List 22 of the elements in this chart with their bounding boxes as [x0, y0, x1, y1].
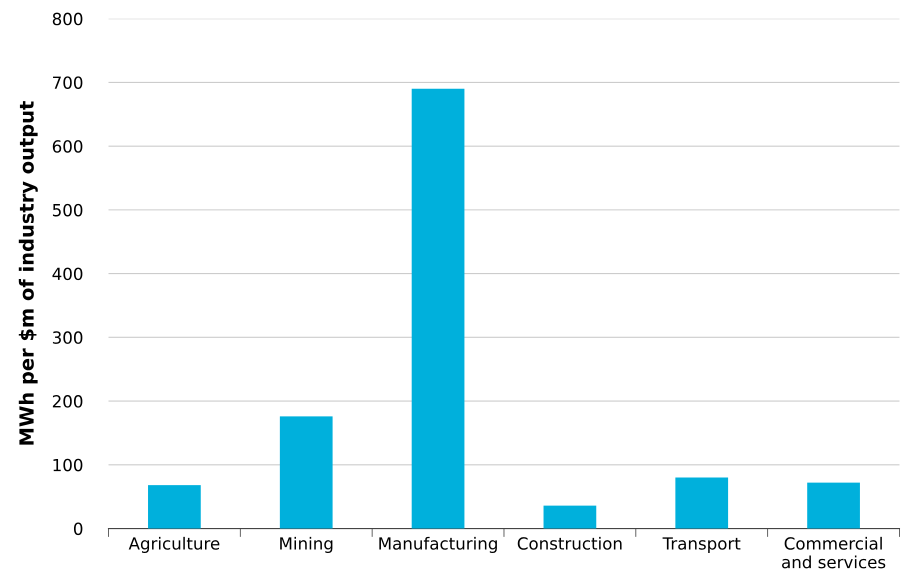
x-tick-label: Transport: [662, 537, 740, 553]
bar: [148, 485, 201, 529]
x-tick-label: Manufacturing: [379, 536, 497, 553]
x-tick-label: Commercial and services: [782, 536, 886, 568]
bar: [675, 478, 728, 529]
y-tick-label: 600: [52, 140, 82, 153]
bar: [280, 416, 333, 529]
bar: [807, 482, 860, 529]
y-tick-label: 300: [52, 331, 82, 344]
y-tick-label: 700: [53, 76, 82, 89]
y-tick-label: 0: [74, 522, 82, 536]
y-axis-title: MWh per $m of industry output: [18, 101, 38, 445]
y-tick-label: 500: [52, 204, 82, 216]
y-tick-label: 800: [52, 12, 82, 26]
y-tick-label: 200: [52, 395, 82, 408]
x-tick-label: Construction: [518, 536, 622, 550]
bar: [544, 506, 596, 529]
y-tick-label: 100: [54, 458, 82, 472]
x-tick-label: Mining: [280, 536, 332, 553]
x-tick-label: Agriculture: [128, 536, 220, 553]
y-tick-label: 400: [52, 268, 82, 280]
bar: [412, 88, 464, 529]
